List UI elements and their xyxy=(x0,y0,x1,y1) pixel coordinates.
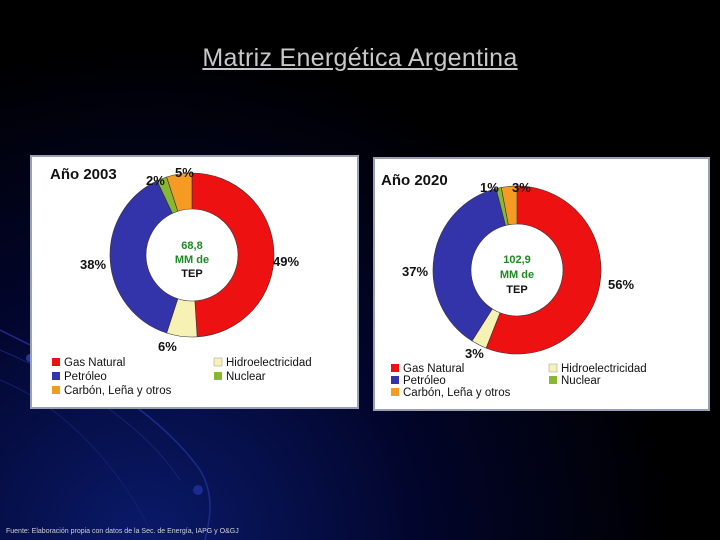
source-footnote: Fuente: Elaboración propia con datos de … xyxy=(6,528,239,535)
legend-swatch-carbon xyxy=(52,386,60,394)
slice-group xyxy=(109,172,275,338)
chart-title: Año 2003 xyxy=(50,166,117,183)
legend-label-petroleo: Petróleo xyxy=(64,371,107,383)
slice-label-nuclear: 1% xyxy=(480,180,499,195)
slice-label-petroleo: 37% xyxy=(402,264,428,279)
slice-label-petroleo: 38% xyxy=(80,257,106,272)
slice-petroleo xyxy=(432,188,506,342)
slice-gas xyxy=(191,172,275,338)
center-label-line-2: MM de xyxy=(500,269,534,281)
legend-label-nuclear: Nuclear xyxy=(561,375,601,387)
legend-swatch-gas xyxy=(52,358,60,366)
legend-label-hidro: Hidroelectricidad xyxy=(226,357,312,369)
legend-swatch-nuclear xyxy=(214,372,222,380)
center-label-line-1: 68,8 xyxy=(181,240,202,252)
legend-swatch-gas xyxy=(391,364,399,372)
legend-swatch-nuclear xyxy=(549,376,557,384)
center-label-line-1: 102,9 xyxy=(503,254,531,266)
slice-label-hidro: 6% xyxy=(158,339,177,354)
page-title: Matriz Energética Argentina xyxy=(202,44,518,72)
donut-chart-2020: Año 2020 102,9 MM de TEP 56% 3% 37% 1% 3… xyxy=(381,172,647,399)
slice-gas xyxy=(485,185,602,355)
slice-label-gas: 49% xyxy=(273,254,299,269)
center-label-line-3: TEP xyxy=(506,284,527,296)
legend: Gas Natural Hidroelectricidad Petróleo N… xyxy=(391,363,647,399)
donut-chart-2003: Año 2003 68,8 MM de TEP 49% 6% 38% 2% 5%… xyxy=(50,165,312,397)
slice-label-hidro: 3% xyxy=(465,346,484,361)
legend-swatch-hidro xyxy=(548,363,558,373)
slice-label-carbon: 3% xyxy=(512,180,531,195)
chart-panel-2020: Año 2020 102,9 MM de TEP 56% 3% 37% 1% 3… xyxy=(373,157,710,411)
slice-group xyxy=(432,185,602,355)
slice-label-carbon: 5% xyxy=(175,165,194,180)
slice-label-nuclear: 2% xyxy=(146,173,165,188)
legend-label-gas: Gas Natural xyxy=(64,357,125,369)
legend-swatch-hidro xyxy=(213,357,223,367)
legend: Gas Natural Hidroelectricidad Petróleo N… xyxy=(52,357,312,397)
legend-swatch-petroleo xyxy=(391,376,399,384)
legend-swatch-carbon xyxy=(391,388,399,396)
chart-title: Año 2020 xyxy=(381,172,448,189)
center-label-line-2: MM de xyxy=(175,254,209,266)
center-label-line-3: TEP xyxy=(181,268,202,280)
legend-label-carbon: Carbón, Leña y otros xyxy=(403,387,511,399)
chart-panel-2003: Año 2003 68,8 MM de TEP 49% 6% 38% 2% 5%… xyxy=(30,155,359,409)
legend-label-carbon: Carbón, Leña y otros xyxy=(64,385,172,397)
legend-label-nuclear: Nuclear xyxy=(226,371,266,383)
legend-label-petroleo: Petróleo xyxy=(403,375,446,387)
legend-label-hidro: Hidroelectricidad xyxy=(561,363,647,375)
legend-swatch-petroleo xyxy=(52,372,60,380)
slice-carbon xyxy=(166,172,193,212)
legend-label-gas: Gas Natural xyxy=(403,363,464,375)
slice-label-gas: 56% xyxy=(608,277,634,292)
slice-petroleo xyxy=(109,180,179,334)
slice-carbon xyxy=(500,185,518,226)
